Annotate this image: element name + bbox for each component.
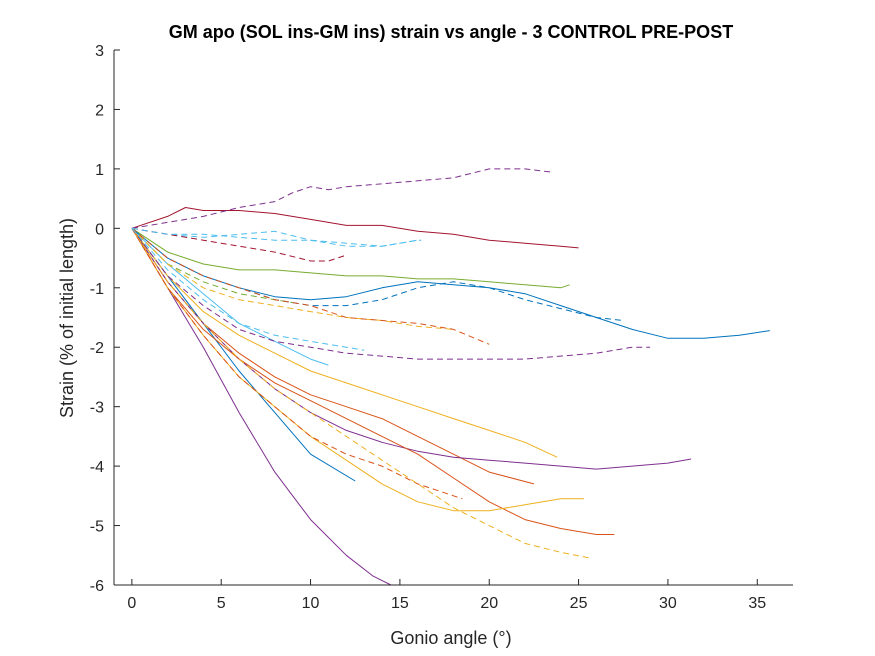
series-line-15 bbox=[131, 228, 592, 559]
y-tick-label: -3 bbox=[90, 400, 104, 417]
chart-title: GM apo (SOL ins-GM ins) strain vs angle … bbox=[169, 22, 733, 42]
x-tick-label: 20 bbox=[480, 595, 498, 612]
series-line-4 bbox=[131, 228, 558, 458]
y-tick-label: -5 bbox=[90, 519, 104, 536]
x-tick-label: 0 bbox=[127, 595, 136, 612]
x-tick-label: 30 bbox=[659, 595, 677, 612]
x-axis-label: Gonio angle (°) bbox=[390, 628, 511, 648]
y-tick-label: 0 bbox=[95, 221, 104, 238]
series-line-23 bbox=[131, 227, 418, 247]
y-ticks: 3 2 1 0 -1 -2 -3 -4 -5 -6 bbox=[90, 43, 120, 595]
x-tick-label: 25 bbox=[570, 595, 588, 612]
series-line-11 bbox=[131, 228, 584, 512]
y-tick-label: -2 bbox=[90, 340, 104, 357]
y-tick-label: -6 bbox=[90, 578, 104, 595]
series-line-18 bbox=[131, 227, 422, 247]
series-line-16 bbox=[131, 228, 651, 360]
series-line-14 bbox=[131, 228, 463, 500]
x-tick-label: 10 bbox=[302, 595, 320, 612]
x-tick-label: 5 bbox=[217, 595, 226, 612]
series-line-21 bbox=[131, 227, 490, 345]
y-axis-label: Strain (% of initial length) bbox=[57, 218, 77, 418]
series-line-19 bbox=[131, 227, 347, 262]
y-tick-label: -1 bbox=[90, 281, 104, 298]
series-line-22 bbox=[131, 227, 365, 351]
y-tick-label: 1 bbox=[95, 162, 104, 179]
series-line-2 bbox=[131, 228, 356, 482]
x-ticks: 0 5 10 15 20 25 30 35 bbox=[127, 579, 766, 612]
y-tick-label: -4 bbox=[90, 459, 104, 476]
x-tick-label: 35 bbox=[748, 595, 766, 612]
series-line-8 bbox=[131, 207, 579, 249]
series-line-6 bbox=[131, 227, 570, 289]
y-tick-label: 2 bbox=[95, 102, 104, 119]
series-line-1 bbox=[131, 228, 392, 586]
axes bbox=[113, 50, 793, 586]
series-line-3 bbox=[131, 228, 535, 485]
series-line-10 bbox=[131, 228, 615, 535]
series-line-13 bbox=[131, 227, 624, 321]
series-line-12 bbox=[131, 168, 551, 229]
plot-lines bbox=[131, 168, 770, 586]
x-tick-label: 15 bbox=[391, 595, 409, 612]
y-tick-label: 3 bbox=[95, 43, 104, 60]
series-line-20 bbox=[131, 227, 454, 330]
